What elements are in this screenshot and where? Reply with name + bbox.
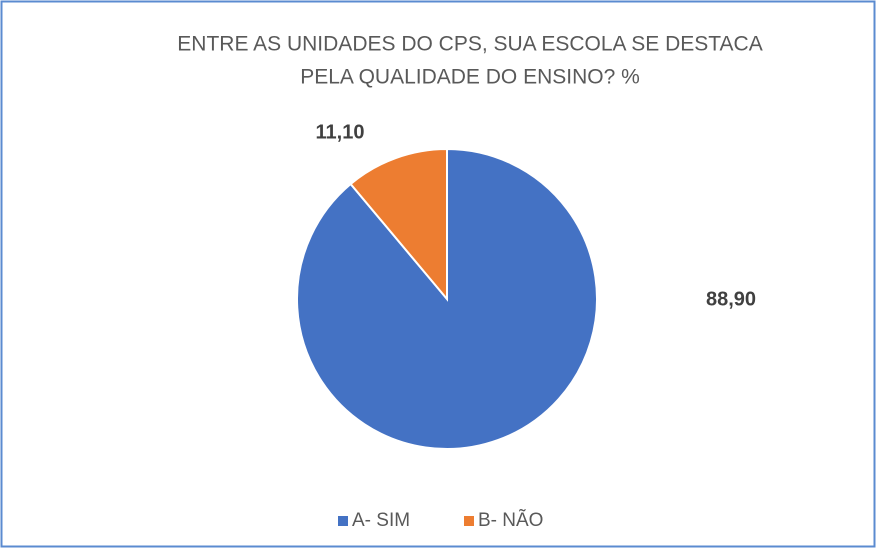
legend-swatch bbox=[338, 516, 348, 526]
data-label: 88,90 bbox=[706, 288, 756, 310]
legend-label: A- SIM bbox=[352, 510, 410, 531]
legend-label: B- NÃO bbox=[478, 509, 543, 531]
legend-swatch bbox=[464, 516, 474, 526]
chart-title: PELA QUALIDADE DO ENSINO? % bbox=[300, 66, 640, 89]
data-label: 11,10 bbox=[316, 121, 365, 143]
chart-title: ENTRE AS UNIDADES DO CPS, SUA ESCOLA SE … bbox=[177, 33, 762, 56]
pie-slice bbox=[349, 147, 448, 302]
